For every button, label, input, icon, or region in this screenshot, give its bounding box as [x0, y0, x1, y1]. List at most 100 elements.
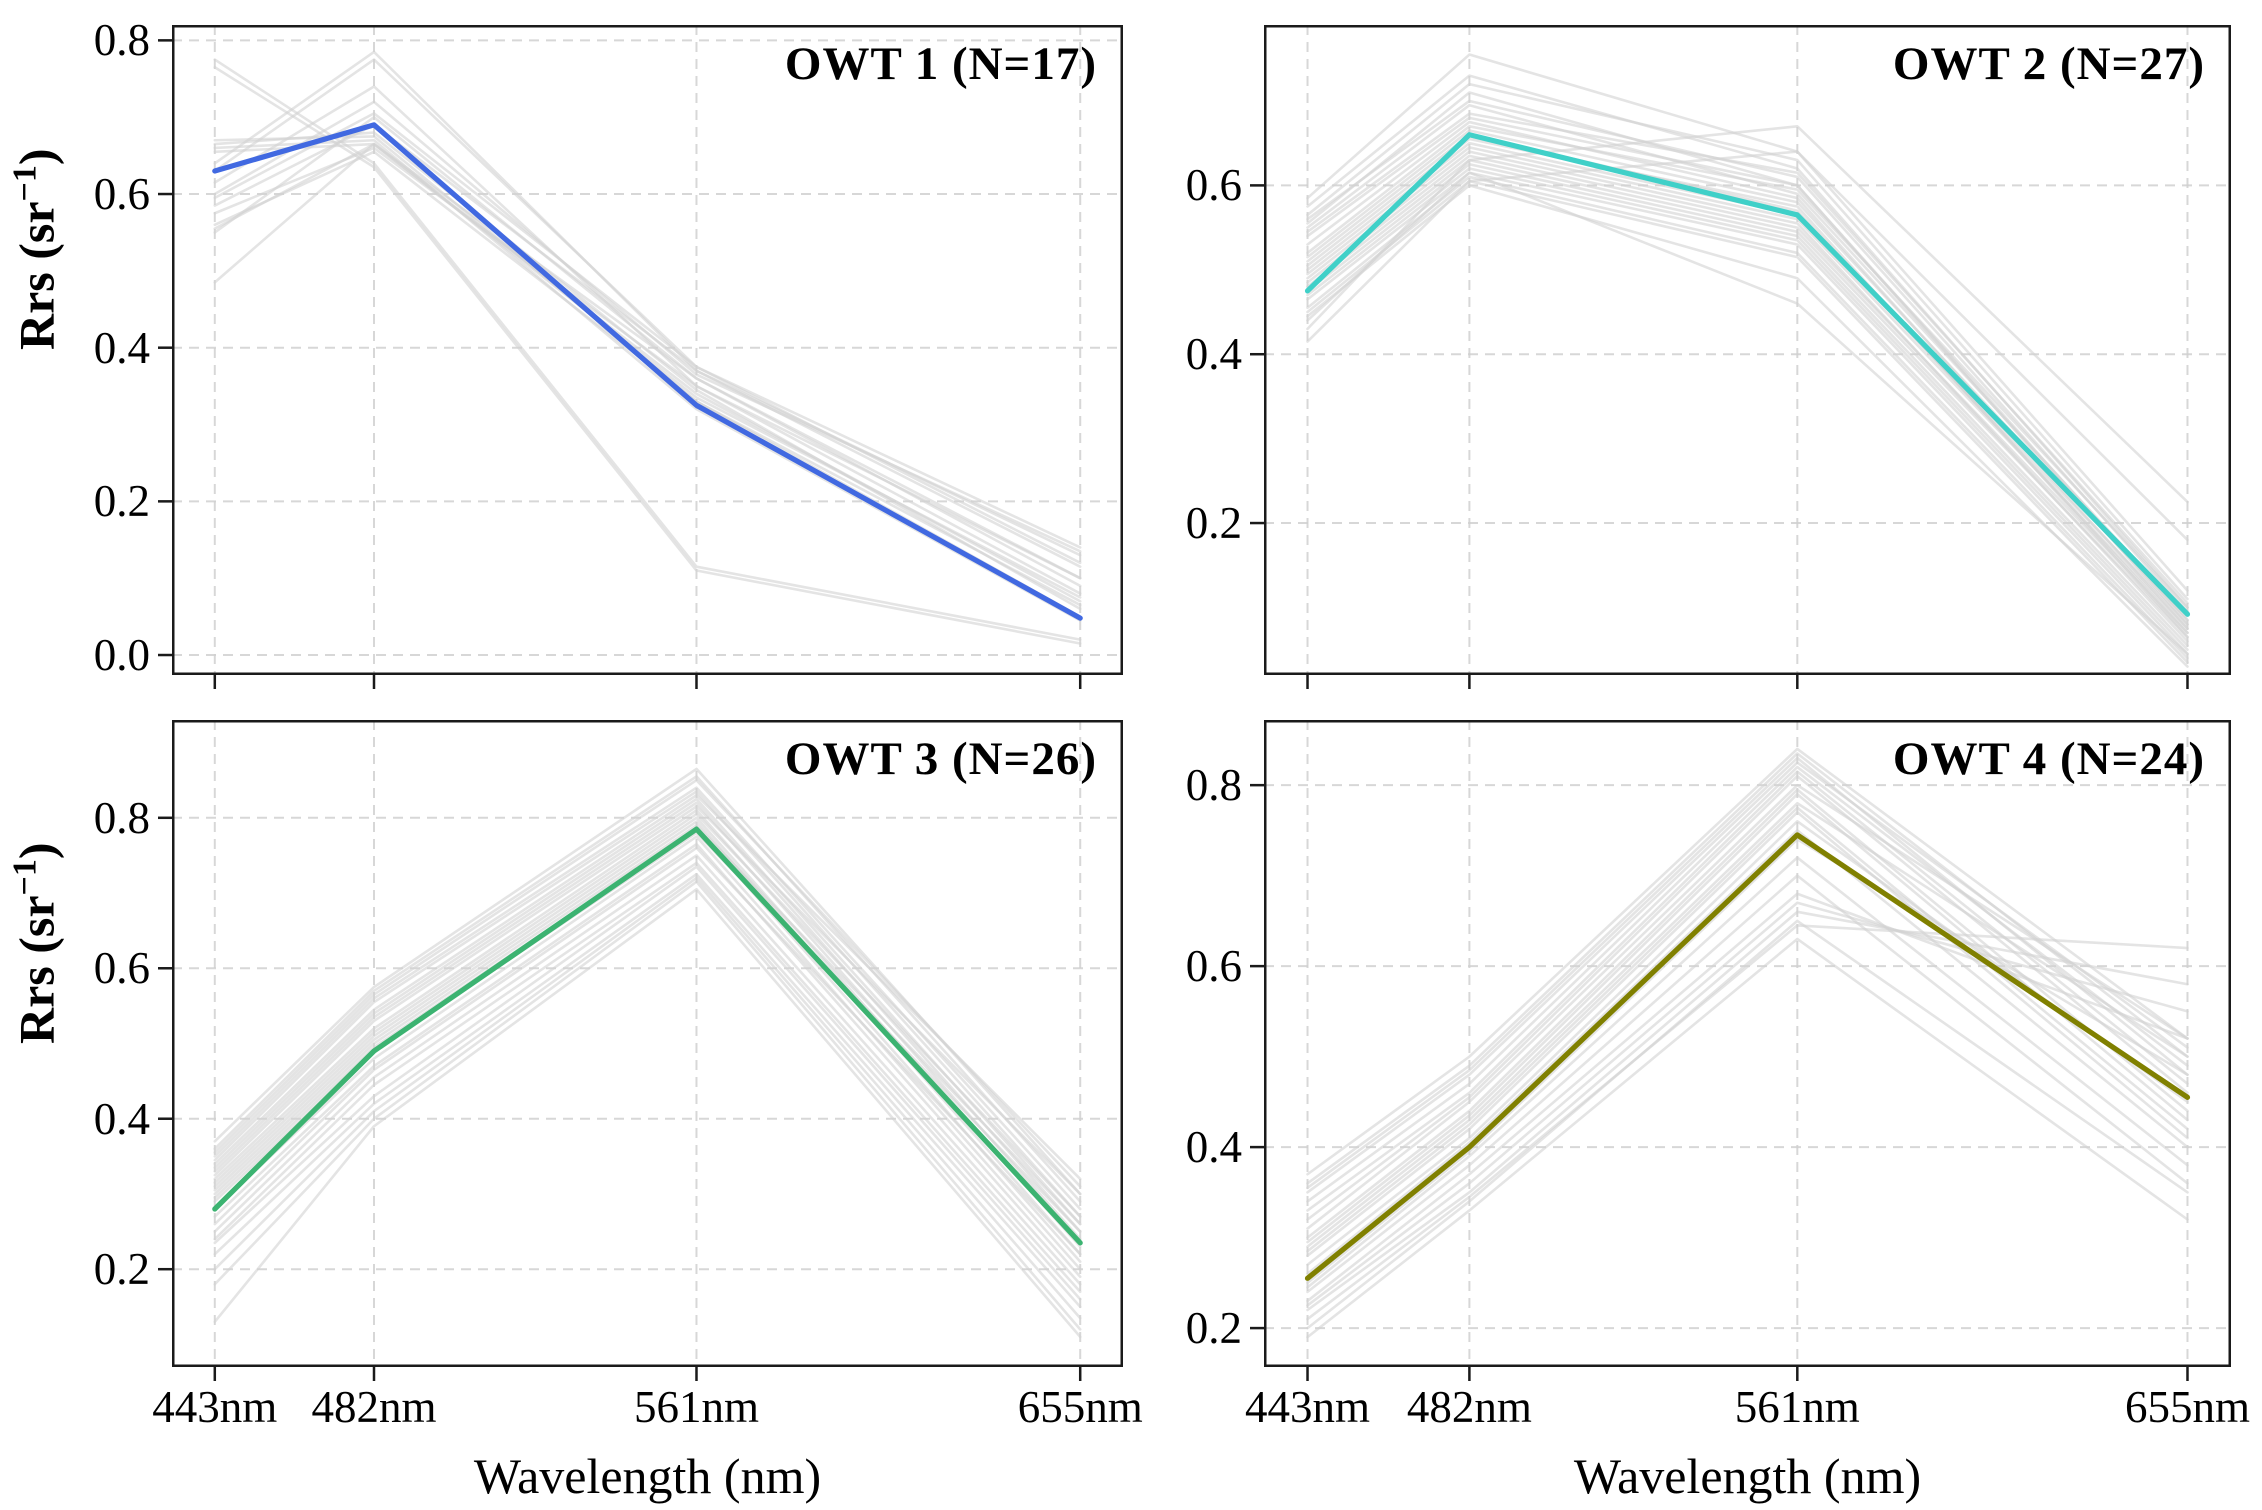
y-tick-label: 0.4 [93, 322, 150, 373]
member-line [1306, 184, 2189, 668]
member-line [213, 793, 1082, 1181]
x-tick-label: 561nm [1734, 1382, 1860, 1432]
member-line [1306, 910, 2189, 1312]
y-tick-label: 0.6 [93, 169, 150, 220]
member-line [213, 138, 1082, 622]
member-line [213, 846, 1082, 1256]
panel-title-owt3: OWT 3 (N=26) [784, 733, 1097, 785]
y-tick-label: 0.6 [1185, 941, 1242, 992]
member-line [1306, 158, 2189, 639]
member-line [213, 876, 1082, 1320]
panel-owt2: OWT 2 (N=27) 0.2 0.4 0.6 [1186, 25, 2231, 689]
member-line [1306, 765, 2189, 1203]
member-line [1306, 175, 2189, 660]
chart-svg [1250, 25, 2231, 689]
member-line [1306, 171, 2189, 656]
y-tick-label: 0.2 [93, 1244, 150, 1295]
x-tick-label: 655nm [2124, 1382, 2250, 1432]
member-line [1306, 154, 2189, 635]
panel-owt1: OWT 1 (N=17) 0.0 0.2 0.4 0.6 0.8 [94, 16, 1123, 689]
x-axis-label-owt3: Wavelength (nm) [473, 1448, 822, 1504]
y-tick-label: 0.2 [1185, 498, 1242, 549]
member-line [213, 142, 1082, 580]
member-line [213, 778, 1082, 1188]
y-tick-label: 0.4 [1185, 329, 1242, 380]
member-line [213, 842, 1082, 1279]
member-line [1306, 783, 2189, 1230]
y-axis-label-superscript: −1 [6, 859, 44, 896]
y-axis-label-owt3: Rrs (sr−1) [7, 842, 66, 1044]
panel-owt4: OWT 4 (N=24) Wavelength (nm) 0.2 0.4 0.6 0.… [1186, 720, 2250, 1504]
panel-owt3: OWT 3 (N=26) Wavelength (nm) 0.2 0.4 0.6 0.… [94, 720, 1143, 1504]
member-line [213, 790, 1082, 1218]
member-line [213, 865, 1082, 1301]
mean-line-owt1 [212, 122, 1083, 621]
mean-line-owt3 [212, 826, 1083, 1246]
member-line [1306, 53, 2189, 592]
chart-svg [158, 25, 1123, 689]
member-line [213, 805, 1082, 1196]
x-tick-label: 655nm [1017, 1382, 1143, 1432]
plot-area-owt2 [1250, 25, 2231, 689]
mean-line-owt2 [1304, 132, 2191, 617]
panel-title-owt2: OWT 2 (N=27) [1892, 38, 2205, 90]
y-tick-label: 0.6 [1185, 160, 1242, 211]
member-line [213, 142, 1082, 603]
member-line [213, 50, 1082, 557]
y-axis-label-superscript: −1 [6, 165, 44, 202]
member-line [213, 861, 1082, 1294]
member-line [213, 150, 1082, 607]
y-axis-label-text: Rrs (sr [8, 895, 65, 1044]
member-line [1306, 171, 2189, 656]
member-line [1306, 167, 2189, 651]
member-line [213, 146, 1082, 595]
member-line [1306, 874, 2189, 1294]
member-line [1306, 770, 2189, 1212]
y-tick-label: 0.8 [93, 15, 150, 66]
member-line [213, 112, 1082, 565]
plot-area-owt1 [158, 25, 1123, 689]
member-line [1306, 747, 2189, 1176]
member-line [1306, 901, 2189, 1307]
x-tick-label: 482nm [1406, 1382, 1532, 1432]
x-tick-label: 443nm [152, 1382, 278, 1432]
member-line [1306, 124, 2189, 609]
plot-area-owt3 [158, 720, 1123, 1381]
member-line [213, 824, 1082, 1226]
axes-spines [1264, 720, 2231, 1367]
panel-title-owt1: OWT 1 (N=17) [784, 38, 1097, 90]
axes-spines [172, 25, 1123, 675]
member-line [213, 58, 1082, 641]
member-line [213, 854, 1082, 1286]
member-line [1306, 919, 2189, 1330]
y-axis-label-close: ) [8, 842, 65, 860]
y-axis-label-text: Rrs (sr [8, 201, 65, 350]
mean-line-owt4 [1304, 832, 2191, 1281]
plot-area-owt4 [1250, 720, 2231, 1381]
y-axis-label-owt1: Rrs (sr−1) [7, 148, 66, 350]
member-line [1306, 801, 2189, 1248]
axes-spines [172, 720, 1123, 1367]
y-tick-label: 0.6 [93, 943, 150, 994]
x-tick-label: 561nm [633, 1382, 759, 1432]
member-line [1306, 82, 2189, 601]
member-line [1306, 820, 2189, 1267]
member-line [1306, 788, 2189, 1239]
x-tick-label: 482nm [311, 1382, 437, 1432]
chart-svg [1250, 720, 2231, 1381]
y-tick-label: 0.8 [1185, 760, 1242, 811]
y-axis-label-close: ) [8, 148, 65, 166]
y-tick-label: 0.2 [93, 476, 150, 527]
member-line [213, 812, 1082, 1218]
member-line [1306, 829, 2189, 1276]
member-line [213, 786, 1082, 1211]
member-line [213, 115, 1082, 588]
member-line [1306, 856, 2189, 1289]
member-line [1306, 937, 2189, 1339]
member-line [1306, 179, 2189, 664]
axes-spines [1264, 25, 2231, 675]
member-line [213, 58, 1082, 549]
y-tick-label: 0.4 [93, 1093, 150, 1144]
x-axis-label-owt4: Wavelength (nm) [1573, 1448, 1922, 1504]
member-line [1306, 774, 2189, 1221]
